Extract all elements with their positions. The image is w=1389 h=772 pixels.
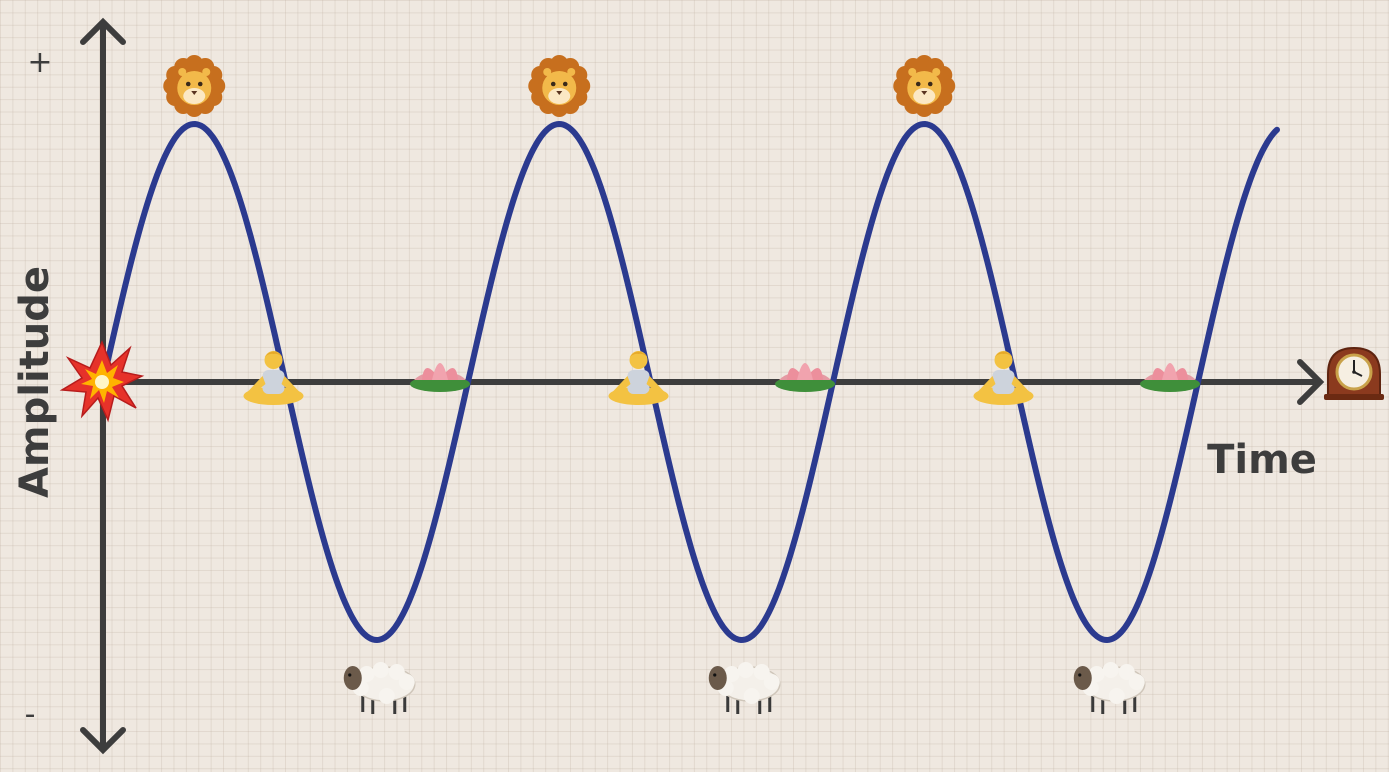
y-axis-title: Amplitude xyxy=(12,266,58,498)
y-axis-arrow-down xyxy=(80,727,126,755)
lotus-icon xyxy=(1140,363,1200,392)
sheep-icon xyxy=(1073,662,1146,714)
lion-face-icon xyxy=(528,55,591,117)
mantel-clock-icon xyxy=(1324,346,1384,400)
person-meditating-icon xyxy=(973,351,1034,405)
wave-icons xyxy=(163,55,1200,714)
person-meditating-icon xyxy=(243,351,304,405)
x-axis xyxy=(100,359,1325,405)
minus-sign: - xyxy=(25,697,36,732)
lotus-icon xyxy=(775,363,835,392)
sheep-icon xyxy=(343,662,416,714)
lion-face-icon xyxy=(163,55,226,117)
plus-sign: + xyxy=(27,45,52,80)
x-axis-arrow xyxy=(1297,359,1325,405)
person-meditating-icon xyxy=(608,351,669,405)
sheep-icon xyxy=(708,662,781,714)
x-axis-title: Time xyxy=(1207,437,1317,483)
y-axis-arrow-up xyxy=(80,17,126,45)
explosion-icon xyxy=(59,340,145,423)
sine-wave xyxy=(100,120,1280,644)
lion-face-icon xyxy=(893,55,956,117)
lotus-icon xyxy=(410,363,470,392)
